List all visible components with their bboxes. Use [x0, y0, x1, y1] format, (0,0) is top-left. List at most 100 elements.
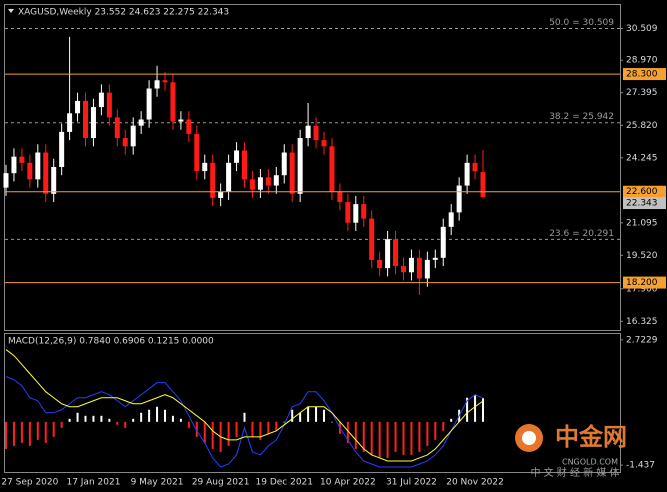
candle-body	[19, 156, 25, 163]
histogram-bar	[84, 415, 87, 422]
y-tick-label: 28.970	[626, 56, 658, 66]
candle-body	[122, 138, 128, 147]
y-tick-label: 25.820	[626, 121, 658, 131]
x-tick-label: 29 Aug 2021	[192, 478, 250, 488]
histogram-bar	[108, 418, 111, 422]
histogram-bar	[156, 406, 159, 422]
candle-body	[289, 152, 295, 194]
candle-body	[234, 150, 240, 163]
candle-body	[273, 175, 279, 186]
watermark-brand: 中金网	[555, 423, 627, 451]
y-tick-label: 30.509	[626, 24, 658, 34]
histogram-bar	[291, 409, 294, 422]
y-tick-label: -1.437	[626, 461, 655, 471]
candle-body	[361, 204, 367, 219]
histogram-bar	[426, 421, 429, 446]
histogram-bar	[44, 421, 47, 443]
menu-arrow	[8, 9, 14, 13]
candle-body	[218, 191, 224, 198]
histogram-bar	[275, 421, 278, 431]
y-tick-label: 17.900	[626, 284, 658, 294]
histogram-bar	[148, 409, 151, 422]
x-tick-label: 9 May 2021	[131, 478, 184, 488]
histogram-bar	[68, 418, 71, 422]
histogram-bar	[76, 412, 79, 422]
histogram-bar	[434, 421, 437, 440]
histogram-bar	[323, 409, 325, 422]
histogram-bar	[299, 412, 302, 422]
candle-body	[90, 107, 96, 139]
watermark: 中金网 CNGOLD.COM 中 文 财 经 新 媒 体	[515, 423, 627, 479]
histogram-bar	[140, 412, 143, 422]
y-tick-label: 19.520	[626, 251, 658, 261]
y-tick-label: 24.245	[626, 153, 658, 163]
histogram-bar	[442, 421, 445, 431]
histogram-bar	[20, 421, 23, 443]
candle-body	[305, 125, 311, 139]
candle-body	[43, 152, 49, 194]
candle-body	[432, 257, 438, 260]
y-tick-label: 27.395	[626, 88, 658, 98]
x-tick-label: 17 Jan 2021	[66, 478, 120, 488]
candle-body	[114, 117, 120, 139]
candle-body	[265, 177, 271, 186]
signal-line	[5, 349, 484, 462]
candle-body	[210, 162, 216, 198]
histogram-bar	[307, 406, 310, 422]
histogram-bar	[92, 415, 95, 422]
candle-body	[480, 172, 486, 198]
candle-body	[59, 131, 65, 167]
macd-line	[5, 376, 484, 468]
histogram-bar	[36, 421, 39, 440]
histogram-bar	[378, 421, 381, 458]
histogram-bar	[267, 421, 270, 434]
histogram-bar	[330, 421, 333, 423]
histogram-bar	[450, 418, 453, 422]
x-tick-label: 27 Sep 2020	[1, 478, 58, 488]
level-box	[623, 185, 666, 198]
level-label: 18.200	[626, 278, 658, 288]
x-tick-label: 31 Jul 2022	[386, 478, 437, 488]
histogram-bar	[410, 421, 413, 455]
candle-body	[106, 92, 112, 118]
candle-body	[202, 162, 208, 172]
candle-body	[75, 100, 81, 114]
candle-body	[130, 125, 136, 147]
watermark-site: CNGOLD.COM	[562, 458, 618, 467]
histogram-bar	[211, 421, 214, 449]
candle-body	[345, 202, 351, 223]
candle-body	[249, 179, 255, 190]
main-frame	[4, 4, 621, 331]
y-tick-label: 16.325	[626, 317, 658, 327]
histogram-bar	[132, 418, 135, 422]
candle-body	[393, 239, 399, 267]
histogram-bar	[402, 421, 405, 455]
candle-body	[226, 162, 232, 192]
candle-body	[51, 166, 57, 194]
histogram-bar	[5, 421, 7, 449]
candle-body	[401, 266, 406, 273]
histogram-bar	[482, 398, 484, 422]
candle-body	[456, 185, 462, 213]
candle-body	[369, 218, 375, 260]
candle-body	[257, 177, 263, 190]
candle-body	[242, 150, 247, 180]
last-price-label: 22.343	[626, 199, 658, 209]
histogram-bar	[315, 406, 318, 422]
candle-body	[464, 162, 470, 186]
histogram-bar	[251, 421, 254, 437]
histogram-bar	[116, 421, 119, 425]
candle-body	[154, 80, 160, 89]
candle-body	[377, 259, 383, 269]
histogram-bar	[187, 421, 190, 428]
candle-body	[11, 156, 17, 174]
macd-title: MACD(12,26,9) 0.7840 0.6906 0.1215 0.000…	[8, 337, 214, 347]
level-label: 22.600	[626, 187, 658, 197]
histogram-bar	[164, 409, 166, 422]
histogram-bar	[235, 421, 238, 437]
histogram-bar	[12, 421, 15, 446]
candle-body	[162, 80, 168, 83]
candle-body	[3, 173, 9, 188]
